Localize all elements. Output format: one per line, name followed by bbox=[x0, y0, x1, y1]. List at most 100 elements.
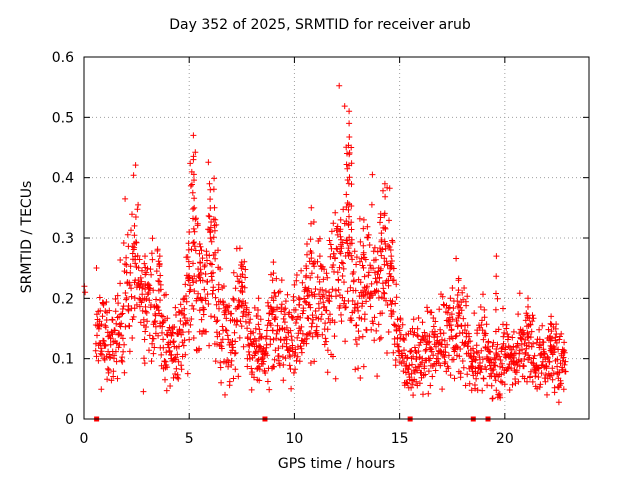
data-point bbox=[308, 220, 314, 227]
data-point bbox=[239, 283, 246, 290]
data-point bbox=[336, 264, 343, 271]
data-point bbox=[115, 300, 122, 307]
data-point bbox=[187, 321, 194, 328]
data-point bbox=[110, 368, 117, 375]
data-point bbox=[164, 315, 171, 322]
data-point bbox=[144, 318, 151, 325]
data-point bbox=[249, 369, 256, 376]
data-point bbox=[442, 359, 449, 365]
data-point bbox=[279, 354, 286, 360]
data-point bbox=[357, 279, 364, 286]
data-point bbox=[102, 342, 109, 349]
data-point bbox=[467, 338, 474, 345]
data-point bbox=[322, 288, 329, 294]
data-point bbox=[162, 358, 169, 365]
data-point bbox=[208, 313, 214, 320]
data-point bbox=[170, 329, 176, 336]
data-point bbox=[291, 281, 298, 288]
data-point bbox=[392, 322, 398, 329]
data-point bbox=[159, 329, 165, 336]
data-point bbox=[205, 301, 212, 307]
data-point bbox=[481, 306, 488, 313]
data-point bbox=[350, 269, 357, 275]
y-tick-label: 0 bbox=[65, 412, 74, 428]
data-point bbox=[501, 329, 508, 336]
data-point bbox=[207, 196, 214, 203]
data-point bbox=[219, 336, 226, 343]
data-point bbox=[119, 306, 126, 312]
data-point bbox=[338, 311, 344, 318]
data-point bbox=[387, 273, 394, 280]
data-point bbox=[537, 381, 544, 388]
data-point bbox=[529, 312, 536, 319]
data-point bbox=[342, 338, 349, 345]
data-point bbox=[175, 308, 182, 315]
data-point bbox=[537, 342, 544, 349]
data-point bbox=[498, 345, 505, 352]
data-point bbox=[503, 321, 510, 328]
data-point bbox=[349, 256, 356, 263]
data-point bbox=[118, 320, 125, 327]
data-point bbox=[324, 326, 331, 333]
data-point bbox=[551, 389, 558, 396]
y-tick-label: 0.2 bbox=[52, 291, 74, 307]
data-point bbox=[269, 311, 275, 318]
data-point bbox=[141, 295, 148, 302]
data-point bbox=[479, 356, 486, 363]
data-point bbox=[561, 361, 568, 368]
data-point bbox=[271, 290, 278, 296]
data-point bbox=[266, 310, 273, 317]
data-point bbox=[212, 255, 219, 262]
data-point bbox=[278, 301, 285, 308]
data-point bbox=[338, 243, 344, 250]
data-point bbox=[190, 306, 197, 312]
data-point bbox=[504, 331, 511, 338]
data-point bbox=[104, 376, 111, 383]
data-point bbox=[102, 322, 109, 329]
data-point bbox=[428, 348, 435, 355]
data-point bbox=[275, 345, 282, 352]
data-point bbox=[215, 281, 222, 288]
data-point bbox=[238, 323, 245, 330]
data-point bbox=[388, 258, 395, 264]
data-point bbox=[321, 266, 328, 273]
data-point bbox=[555, 399, 562, 406]
data-point bbox=[175, 358, 182, 365]
data-point bbox=[378, 252, 385, 259]
data-point bbox=[151, 319, 158, 326]
data-point bbox=[338, 318, 345, 325]
data-point bbox=[304, 293, 311, 300]
data-point bbox=[190, 206, 196, 212]
data-point bbox=[216, 331, 223, 337]
data-point bbox=[280, 315, 287, 322]
data-point bbox=[338, 236, 345, 243]
data-point bbox=[308, 255, 315, 262]
data-point bbox=[441, 354, 448, 361]
data-point bbox=[295, 295, 302, 301]
data-point bbox=[95, 357, 102, 364]
data-point bbox=[337, 228, 343, 235]
data-point bbox=[97, 307, 104, 314]
data-point bbox=[476, 354, 483, 361]
data-point bbox=[107, 354, 114, 361]
data-point bbox=[320, 291, 327, 298]
data-point bbox=[340, 206, 347, 213]
data-point bbox=[391, 321, 397, 328]
data-point bbox=[158, 351, 165, 358]
data-point bbox=[311, 293, 318, 300]
data-point bbox=[188, 316, 195, 322]
data-point bbox=[233, 321, 240, 328]
data-point bbox=[304, 241, 310, 247]
data-point bbox=[256, 377, 263, 384]
data-point bbox=[369, 171, 376, 178]
data-point bbox=[559, 357, 566, 364]
data-point bbox=[150, 350, 157, 357]
data-point bbox=[102, 324, 109, 331]
data-point bbox=[210, 284, 217, 291]
data-point bbox=[247, 336, 254, 343]
data-point bbox=[411, 329, 418, 336]
data-point bbox=[471, 310, 478, 317]
data-point bbox=[303, 335, 310, 342]
data-point bbox=[270, 336, 277, 343]
